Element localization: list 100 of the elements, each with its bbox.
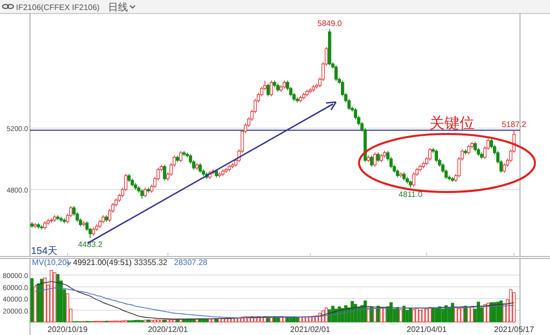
annotation: 5849.0 bbox=[317, 18, 342, 28]
candlestick bbox=[373, 152, 377, 168]
candlestick bbox=[354, 108, 358, 120]
annotation: 关键位 bbox=[430, 115, 474, 132]
candlestick bbox=[140, 188, 144, 200]
bar bbox=[460, 308, 464, 322]
x-tick-label: 2020/12/01 bbox=[148, 325, 188, 334]
x-tick-label: 2020/10/19 bbox=[48, 325, 88, 334]
bar bbox=[172, 319, 176, 322]
bar bbox=[457, 308, 461, 322]
bar bbox=[425, 308, 428, 322]
candlestick bbox=[396, 168, 400, 178]
candlestick bbox=[263, 80, 267, 91]
candlestick bbox=[46, 218, 50, 226]
bar bbox=[444, 305, 448, 322]
bar bbox=[350, 301, 354, 322]
candlestick bbox=[476, 147, 480, 156]
bar bbox=[156, 320, 160, 322]
bar bbox=[34, 286, 37, 322]
bar bbox=[302, 316, 306, 322]
line-series bbox=[34, 288, 514, 318]
x-tick-label: 2021/04/01 bbox=[406, 325, 448, 334]
bar bbox=[509, 289, 512, 322]
bar bbox=[179, 319, 182, 322]
chart-subtitle: 日线 bbox=[108, 2, 128, 14]
bar bbox=[228, 318, 231, 322]
bar bbox=[441, 308, 444, 322]
candlestick bbox=[276, 83, 280, 92]
candlestick bbox=[98, 219, 102, 228]
bar bbox=[496, 302, 500, 322]
candlestick bbox=[441, 162, 444, 174]
candlestick bbox=[279, 84, 283, 92]
candlestick bbox=[312, 84, 316, 92]
candlestick bbox=[292, 92, 296, 102]
candlestick bbox=[92, 226, 96, 236]
candlestick bbox=[270, 80, 273, 97]
bar bbox=[146, 320, 150, 322]
bar bbox=[198, 318, 202, 322]
annotation: 5187.2 bbox=[502, 120, 527, 130]
candlestick bbox=[286, 80, 290, 91]
bar bbox=[169, 319, 173, 322]
candlestick bbox=[195, 162, 199, 170]
annotation: 4811.0 bbox=[398, 190, 423, 199]
x-tick-label: 2021/05/17 bbox=[494, 325, 535, 334]
candlestick bbox=[114, 198, 118, 207]
bar bbox=[502, 303, 506, 322]
bar bbox=[53, 272, 56, 322]
bar bbox=[195, 318, 199, 322]
candlestick bbox=[376, 152, 380, 163]
candlestick bbox=[422, 161, 426, 169]
bar bbox=[418, 310, 422, 322]
bar bbox=[40, 278, 44, 322]
candlestick bbox=[56, 214, 60, 221]
bar bbox=[434, 308, 438, 322]
candlestick bbox=[402, 172, 406, 181]
candlestick bbox=[108, 208, 112, 222]
bar bbox=[56, 274, 60, 322]
candlestick bbox=[127, 173, 131, 182]
bar bbox=[30, 278, 34, 322]
bar bbox=[282, 316, 286, 322]
bar bbox=[373, 308, 377, 322]
bar bbox=[289, 316, 292, 322]
annotation: 154天 bbox=[31, 246, 58, 257]
candlestick bbox=[389, 156, 393, 169]
bar bbox=[454, 306, 458, 322]
bar bbox=[467, 306, 470, 322]
bar bbox=[432, 308, 435, 322]
candlestick bbox=[72, 206, 76, 216]
candlestick bbox=[104, 214, 108, 222]
candlestick bbox=[347, 98, 351, 111]
bar bbox=[166, 319, 170, 322]
bar bbox=[415, 308, 419, 322]
candlestick bbox=[146, 187, 150, 194]
bar bbox=[476, 302, 480, 322]
bar bbox=[202, 318, 206, 322]
bar bbox=[357, 306, 360, 322]
candlestick bbox=[78, 218, 82, 227]
text: 28307.28 bbox=[174, 258, 208, 267]
candlestick bbox=[50, 218, 53, 224]
bar bbox=[370, 306, 374, 322]
candlestick bbox=[202, 168, 206, 176]
x-tick-label: 2021/02/01 bbox=[290, 325, 331, 334]
candlestick bbox=[221, 168, 224, 176]
candlestick bbox=[266, 83, 270, 97]
candlestick bbox=[230, 162, 234, 169]
candlestick bbox=[53, 214, 56, 222]
bar bbox=[512, 292, 516, 322]
candlestick bbox=[188, 154, 192, 164]
candlestick bbox=[59, 216, 63, 222]
candlestick bbox=[340, 80, 344, 97]
bar bbox=[399, 309, 402, 322]
bar bbox=[412, 309, 416, 322]
candlestick bbox=[305, 89, 309, 97]
bar bbox=[376, 306, 380, 322]
candlestick bbox=[434, 148, 438, 163]
candlestick bbox=[224, 167, 228, 174]
bar bbox=[186, 319, 189, 322]
bar bbox=[43, 278, 47, 322]
candlestick bbox=[30, 222, 34, 228]
bar bbox=[66, 293, 70, 322]
